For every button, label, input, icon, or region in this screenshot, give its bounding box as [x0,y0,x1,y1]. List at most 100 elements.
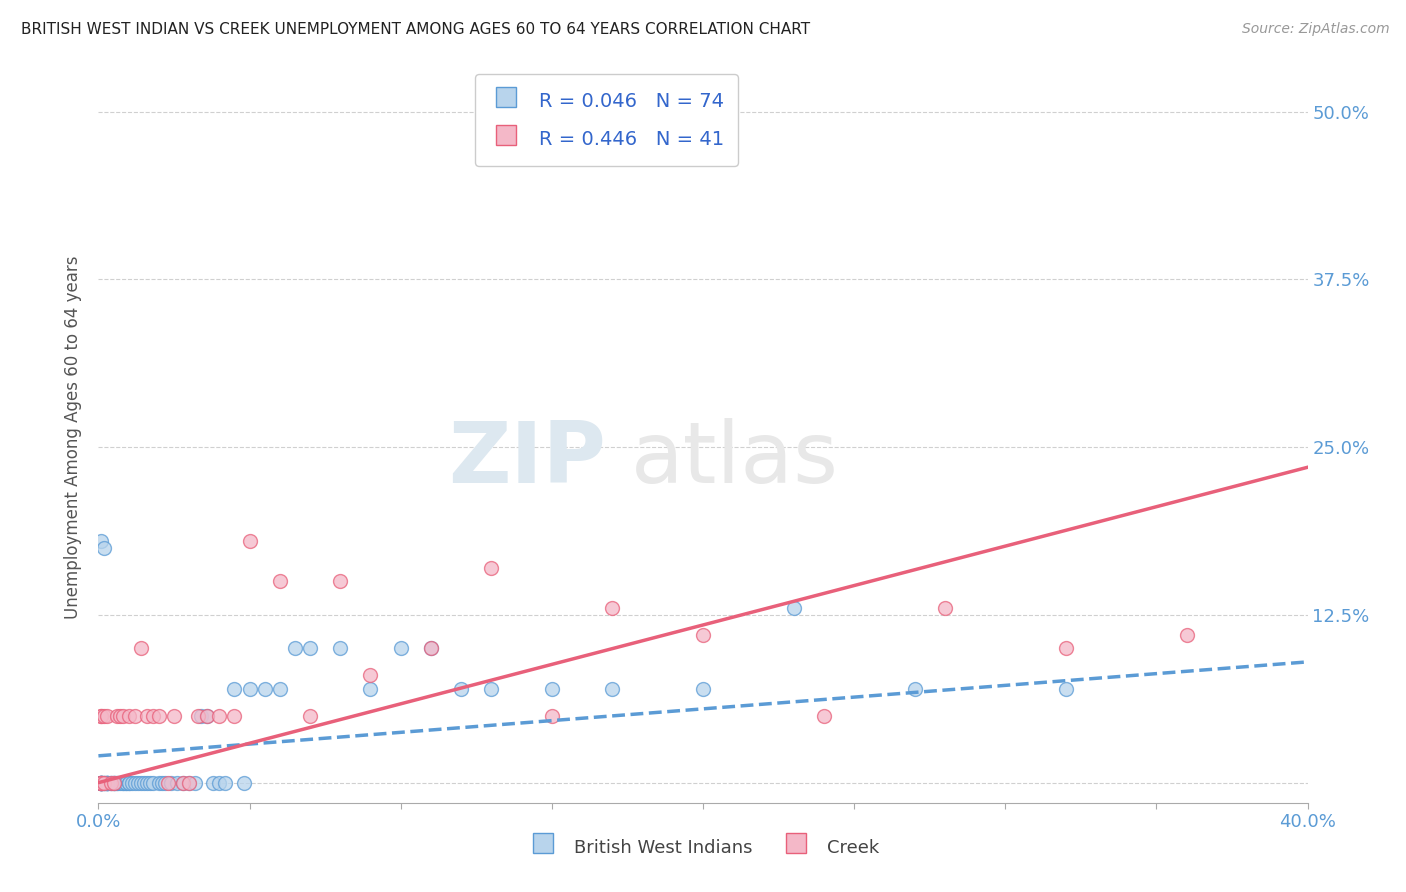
Point [118,708,141,723]
Point [90,775,112,789]
Point [783,601,806,615]
Point [269,681,291,696]
Point [90,775,112,789]
Point [602,601,624,615]
Text: BRITISH WEST INDIAN VS CREEK UNEMPLOYMENT AMONG AGES 60 TO 64 YEARS CORRELATION : BRITISH WEST INDIAN VS CREEK UNEMPLOYMEN… [21,22,810,37]
Point [118,775,141,789]
Point [103,775,125,789]
Point [96,775,118,789]
Point [111,775,134,789]
Point [90,775,112,789]
Point [105,775,128,789]
Point [190,708,212,723]
Point [103,775,125,789]
Text: Source: ZipAtlas.com: Source: ZipAtlas.com [1241,22,1389,37]
Point [111,775,134,789]
Point [195,708,218,723]
Point [540,681,562,696]
Point [299,641,322,656]
Point [135,708,157,723]
Point [481,561,503,575]
Point [90,708,112,723]
Point [813,708,835,723]
Point [105,775,128,789]
Point [93,775,115,789]
Point [124,708,146,723]
Point [1054,641,1077,656]
Point [239,534,262,549]
Point [100,775,122,789]
Point [214,775,236,789]
Point [96,775,118,789]
Point [172,775,194,789]
Point [153,775,176,789]
Point [208,775,231,789]
Point [481,681,503,696]
Point [148,708,170,723]
Point [90,775,112,789]
Point [114,775,136,789]
Point [253,681,276,696]
Point [100,775,122,789]
Point [93,708,115,723]
Y-axis label: Unemployment Among Ages 60 to 64 years: Unemployment Among Ages 60 to 64 years [65,255,83,619]
Point [232,775,254,789]
Point [103,775,125,789]
Point [121,775,143,789]
Point [90,775,112,789]
Point [179,775,201,789]
Point [1054,681,1077,696]
Point [692,681,714,696]
Point [142,708,165,723]
Point [142,775,165,789]
Legend: British West Indians, Creek: British West Indians, Creek [520,827,886,867]
Point [284,641,307,656]
Point [360,681,382,696]
Point [90,775,112,789]
Point [1175,628,1198,642]
Point [150,775,173,789]
Point [224,708,246,723]
Point [129,641,152,656]
Point [90,775,112,789]
Point [692,628,714,642]
Point [602,681,624,696]
Point [111,708,134,723]
Point [172,775,194,789]
Point [160,775,183,789]
Point [389,641,412,656]
Text: atlas: atlas [630,417,838,500]
Point [105,708,128,723]
Point [108,775,131,789]
Point [93,775,115,789]
Point [90,708,112,723]
Point [360,668,382,682]
Point [208,708,231,723]
Point [114,775,136,789]
Point [90,775,112,789]
Point [224,681,246,696]
Point [90,534,112,549]
Point [329,574,352,589]
Point [96,775,118,789]
Point [93,775,115,789]
Point [420,641,443,656]
Point [124,775,146,789]
Point [239,681,262,696]
Point [132,775,155,789]
Point [93,541,115,555]
Point [103,775,125,789]
Point [90,775,112,789]
Point [202,775,225,789]
Point [269,574,291,589]
Point [93,775,115,789]
Point [129,775,152,789]
Point [90,775,112,789]
Text: ZIP: ZIP [449,417,606,500]
Point [166,775,188,789]
Point [127,775,149,789]
Point [299,708,322,723]
Point [187,708,209,723]
Point [135,775,157,789]
Point [163,708,186,723]
